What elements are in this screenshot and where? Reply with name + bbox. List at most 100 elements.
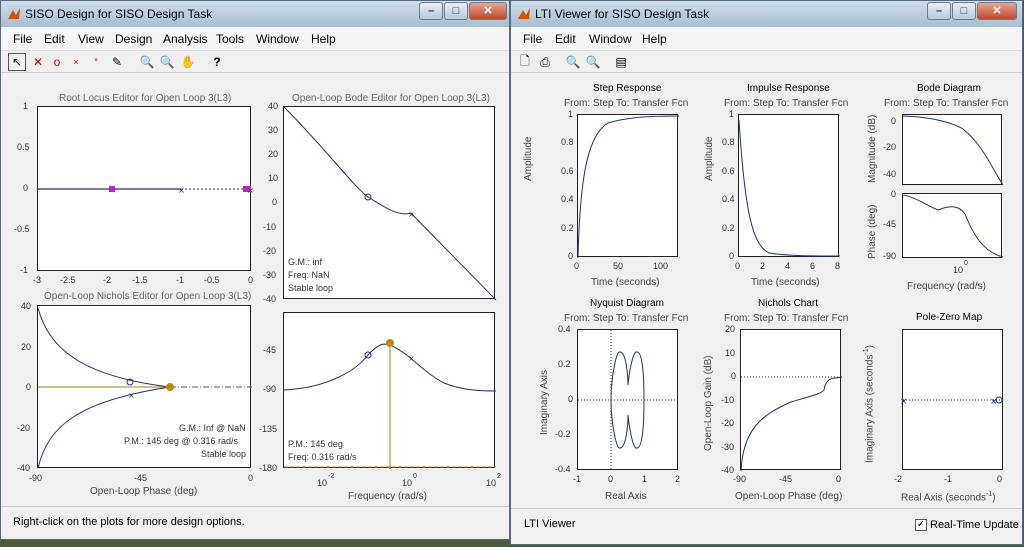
new-icon[interactable]: 🗋 [520,53,530,68]
impulse-ytick: 0.4 [722,194,735,204]
bodeplot-ytick1: 0 [891,116,897,126]
menu-help[interactable]: Help [311,32,336,46]
bodeplot-ytick2: -45 [883,219,897,229]
realtime-label: Real-Time Update [930,519,1019,531]
realtime-checkbox[interactable]: ✓ [915,519,927,531]
rl-xtick: -2 [103,275,112,285]
bode-xtick: 10 [402,478,413,488]
impulse-from: From: Step To: Transfer Fcn [724,98,849,109]
nichols-editor-plot[interactable]: × [37,305,252,469]
impulse-ylabel: Amplitude [704,136,715,181]
siso-titlebar[interactable]: SISO Design for SISO Design Task – □ ✕ [1,1,509,27]
bode-xtick-exp: 2 [497,473,501,480]
add-complex-pole-icon[interactable]: × [73,57,79,67]
pz-ylabel: Imaginary Axis (seconds-1) [863,345,876,463]
bode-gm: G.M.: inf [288,257,323,267]
whats-this-help-icon[interactable]: ? [213,55,221,69]
bode-phase-ytick: -180 [259,463,278,473]
bodeplot-ytick1: -20 [883,142,897,152]
add-complex-zero-icon[interactable]: ° [94,57,98,67]
bodeplot-ytick2: 0 [891,189,897,199]
bode-magnitude-plot[interactable]: × [283,106,497,301]
zoom-in-icon[interactable]: 🔍 [139,55,155,69]
bodeplot-from: From: Step To: Transfer Fcn [884,98,1009,109]
nicholsch-xlabel: Open-Loop Phase (deg) [735,491,843,502]
rl-xtick: -0.5 [204,275,220,285]
nyquist-xtick: -1 [573,474,582,484]
zoom-in-icon[interactable]: 🔍 [565,55,581,69]
menu-help[interactable]: Help [642,32,667,46]
bode-freq: Freq: NaN [288,270,330,280]
impulse-ytick: 0.6 [722,166,735,176]
step-ytick: 0.4 [561,194,574,204]
bode-xlabel: Frequency (rad/s) [348,491,427,502]
impulse-xtick: 6 [810,261,816,271]
bodeplot-xlabel: Frequency (rad/s) [907,281,986,292]
rl-ytick: -0.5 [14,224,30,234]
nyquist-ytick: -0.4 [555,464,571,474]
nicholsch-ytick: -40 [721,465,735,475]
lti-status-text: LTI Viewer [524,518,576,530]
add-pole-icon[interactable]: ✕ [32,55,44,69]
menu-window[interactable]: Window [589,32,632,46]
nyquist-title: Nyquist Diagram [590,298,664,309]
bodeplot-title: Bode Diagram [917,83,981,94]
nicholsch-plot[interactable] [740,329,843,472]
maximize-button[interactable]: □ [444,2,468,20]
matlab-icon [518,8,530,19]
menu-view[interactable]: View [78,32,104,46]
menu-file[interactable]: File [13,32,33,46]
bodeplot-ytick1: -40 [883,169,897,179]
pan-hand-icon[interactable]: ✋ [180,55,196,69]
bodeplot-magnitude[interactable] [902,114,1004,186]
rootlocus-plot[interactable]: × × [37,106,254,271]
lti-titlebar[interactable]: LTI Viewer for SISO Design Task – □ ✕ [511,1,1022,27]
impulse-title: Impulse Response [747,83,830,94]
impulse-plot[interactable] [738,114,841,257]
bodeplot-ytick2: -90 [883,251,897,261]
close-button[interactable]: ✕ [469,2,507,20]
nicholsch-xtick: -45 [779,474,793,484]
eraser-icon[interactable]: ✎ [111,55,123,69]
rl-ytick: 1 [23,101,29,111]
siso-title: SISO Design for SISO Design Task [25,7,213,21]
add-zero-icon[interactable]: o [53,55,61,69]
siso-toolbar: ↖ ✕ o × ° ✎ 🔍 🔍 ✋ ? [1,51,509,73]
bodeplot-xtick: 10 [953,265,964,275]
impulse-xtick: 4 [785,261,791,271]
minimize-button[interactable]: – [419,2,443,20]
lti-window: LTI Viewer for SISO Design Task – □ ✕ Fi… [510,0,1023,545]
bode-pmfreq: Freq: 0.316 rad/s [288,452,357,462]
maximize-button[interactable]: □ [952,2,976,20]
menu-analysis[interactable]: Analysis [163,32,208,46]
lti-menubar: File Edit Window Help [511,27,1022,51]
zoom-out-icon[interactable]: 🔍 [159,55,175,69]
print-icon[interactable]: ⎙ [540,54,550,69]
bode-ytick: -10 [263,222,277,232]
menu-design[interactable]: Design [115,32,153,46]
bodeplot-phase[interactable] [902,193,1004,258]
step-title: Step Response [593,83,662,94]
bode-ytick: -40 [263,294,277,304]
step-xlabel: Time (seconds) [591,277,660,288]
legend-icon[interactable]: ▤ [615,55,627,69]
rl-xtick: -1.5 [132,275,148,285]
nyquist-ylabel: Imaginary Axis [539,369,550,435]
nyquist-plot[interactable] [577,329,679,471]
impulse-ytick: 0 [729,251,735,261]
pz-plot[interactable]: × × [900,329,1004,470]
minimize-button[interactable]: – [927,2,951,20]
menu-window[interactable]: Window [256,32,299,46]
step-plot[interactable] [577,114,680,259]
close-button[interactable]: ✕ [977,2,1017,20]
menu-edit[interactable]: Edit [555,32,576,46]
siso-menubar: File Edit View Design Analysis Tools Win… [1,27,509,51]
pointer-tool-icon[interactable]: ↖ [8,53,26,71]
rl-ytick: 0.5 [17,142,30,152]
zoom-out-icon[interactable]: 🔍 [585,55,601,69]
menu-file[interactable]: File [523,32,543,46]
menu-edit[interactable]: Edit [44,32,65,46]
menu-tools[interactable]: Tools [216,32,245,46]
pz-xlabel: Real Axis (seconds-1) [901,491,996,504]
bode-phase-plot[interactable]: × [283,312,497,469]
